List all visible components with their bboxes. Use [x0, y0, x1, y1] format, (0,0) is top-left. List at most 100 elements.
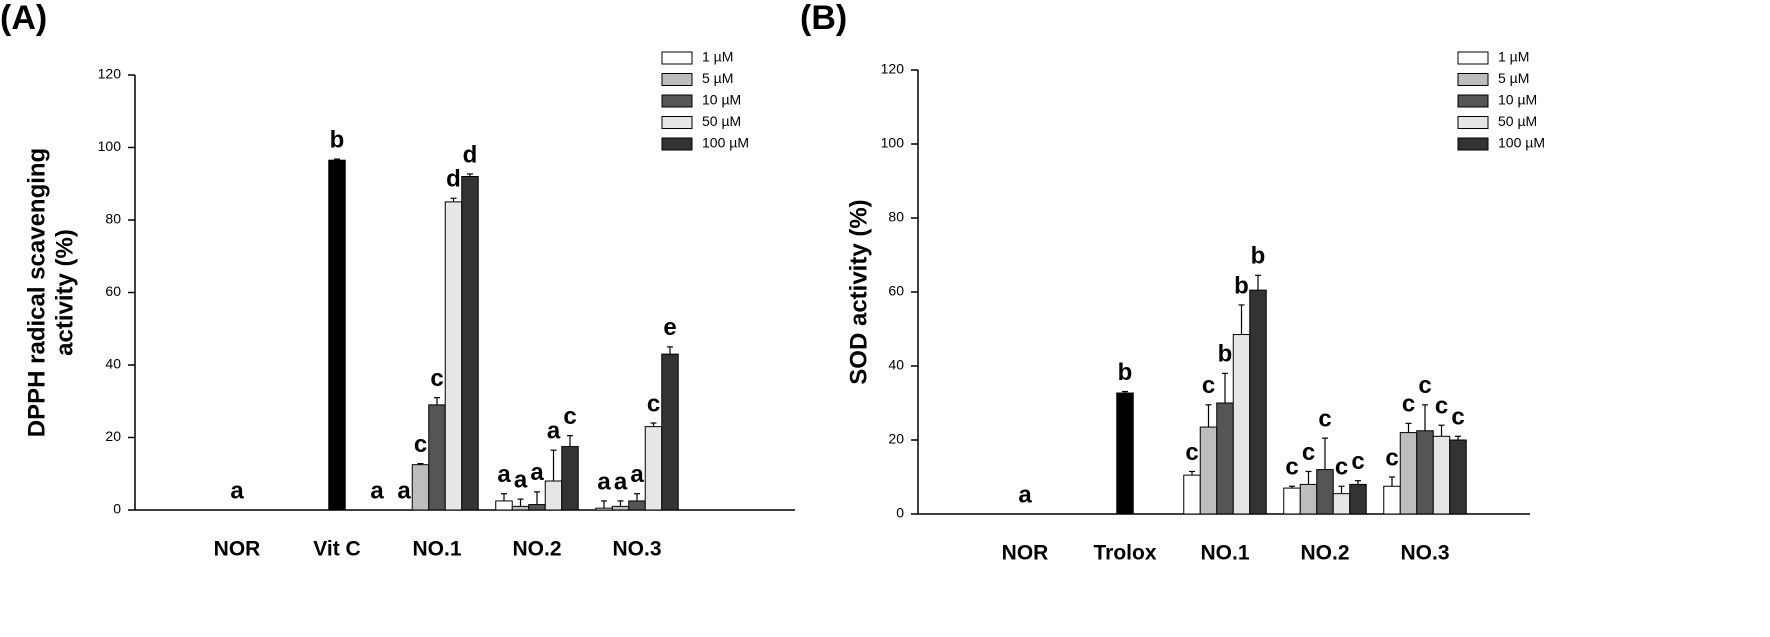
significance-letter: b [1118, 359, 1133, 386]
bar [1449, 439, 1467, 515]
bar [1399, 432, 1418, 515]
significance-letter: c [563, 403, 576, 430]
y-tick-label: 100 [881, 135, 905, 151]
bar [428, 404, 446, 511]
significance-letter: c [1185, 439, 1198, 466]
significance-letter: a [497, 461, 511, 488]
bar [595, 507, 613, 511]
y-tick-label: 80 [105, 211, 121, 227]
bar [1332, 493, 1351, 515]
bar [1349, 483, 1367, 515]
significance-letter: c [1385, 444, 1398, 471]
y-axis-label: activity (%) [51, 229, 78, 356]
x-tick-label: NOR [1002, 542, 1049, 565]
bar [611, 505, 630, 511]
bar [444, 201, 463, 511]
y-axis-label: SOD activity (%) [845, 199, 872, 384]
legend-label: 100 µM [1498, 135, 1545, 151]
legend-swatch [661, 94, 693, 108]
bar [1249, 289, 1267, 515]
bar [1283, 487, 1301, 515]
panel-label: (B) [800, 0, 847, 37]
significance-letter: c [1335, 454, 1348, 481]
bar [1316, 469, 1334, 515]
y-tick-label: 60 [105, 283, 121, 299]
significance-letter: d [463, 141, 478, 168]
significance-letter: d [446, 166, 461, 193]
y-tick-label: 40 [105, 356, 121, 372]
bar [1216, 402, 1234, 515]
x-tick-label: Trolox [1093, 542, 1156, 565]
significance-letter: a [1018, 481, 1032, 508]
legend-swatch [661, 137, 693, 151]
significance-letter: a [397, 477, 411, 504]
bar [1183, 474, 1201, 515]
y-axis-label: DPPH radical scavenging [23, 148, 50, 437]
x-tick-label: Vit C [313, 538, 360, 561]
significance-letter: a [530, 459, 544, 486]
significance-letter: c [1285, 454, 1298, 481]
significance-letter: a [547, 418, 561, 445]
significance-letter: c [1318, 405, 1331, 432]
legend-swatch [661, 116, 693, 129]
significance-letter: c [1402, 391, 1415, 418]
significance-letter: a [614, 468, 628, 495]
significance-letter: b [330, 126, 345, 153]
bar [1416, 430, 1434, 515]
x-tick-label: NO.3 [612, 538, 661, 561]
bar [1232, 334, 1251, 515]
legend-swatch [661, 51, 693, 65]
bar [1432, 435, 1451, 515]
bar [328, 159, 346, 511]
x-tick-label: NO.3 [1400, 542, 1449, 565]
significance-letter: b [1218, 341, 1233, 368]
significance-letter: a [230, 477, 244, 504]
legend-swatch [1457, 137, 1489, 151]
bar [461, 176, 479, 511]
legend-label: 1 µM [702, 49, 733, 65]
significance-letter: c [1451, 404, 1464, 431]
significance-letter: c [430, 365, 443, 392]
significance-letter: a [370, 477, 384, 504]
bar [561, 446, 579, 511]
bar [1383, 485, 1401, 515]
significance-letter: a [630, 461, 644, 488]
legend-label: 50 µM [702, 113, 741, 129]
significance-letter: c [647, 390, 660, 417]
bar [528, 504, 546, 511]
y-tick-label: 60 [888, 283, 904, 299]
significance-letter: c [1418, 372, 1431, 399]
y-tick-label: 20 [888, 431, 904, 447]
y-tick-label: 120 [98, 66, 122, 82]
x-tick-label: NO.2 [1300, 542, 1349, 565]
bar [661, 353, 679, 511]
x-tick-label: NOR [214, 538, 261, 561]
significance-letter: b [1251, 243, 1266, 270]
bar [495, 500, 513, 511]
bar [411, 464, 430, 511]
x-tick-label: NO.1 [1200, 542, 1249, 565]
bar [1199, 426, 1218, 515]
y-tick-label: 120 [881, 61, 905, 77]
significance-letter: c [1302, 439, 1315, 466]
y-tick-label: 40 [888, 357, 904, 373]
legend-swatch [1457, 51, 1489, 65]
significance-letter: b [1234, 272, 1249, 299]
legend-swatch [1457, 73, 1489, 86]
x-tick-label: NO.1 [412, 538, 461, 561]
legend-label: 1 µM [1498, 49, 1529, 65]
legend-label: 100 µM [702, 135, 749, 151]
legend-label: 5 µM [702, 70, 733, 86]
legend-swatch [1457, 116, 1489, 129]
significance-letter: e [663, 314, 676, 341]
y-tick-label: 100 [98, 138, 122, 154]
x-tick-label: NO.2 [512, 538, 561, 561]
significance-letter: c [1435, 393, 1448, 420]
bar [544, 480, 563, 511]
y-tick-label: 20 [105, 428, 121, 444]
significance-letter: a [597, 468, 611, 495]
significance-letter: c [414, 431, 427, 458]
legend-label: 10 µM [702, 92, 741, 108]
bar [644, 426, 663, 511]
y-tick-label: 0 [896, 505, 904, 521]
